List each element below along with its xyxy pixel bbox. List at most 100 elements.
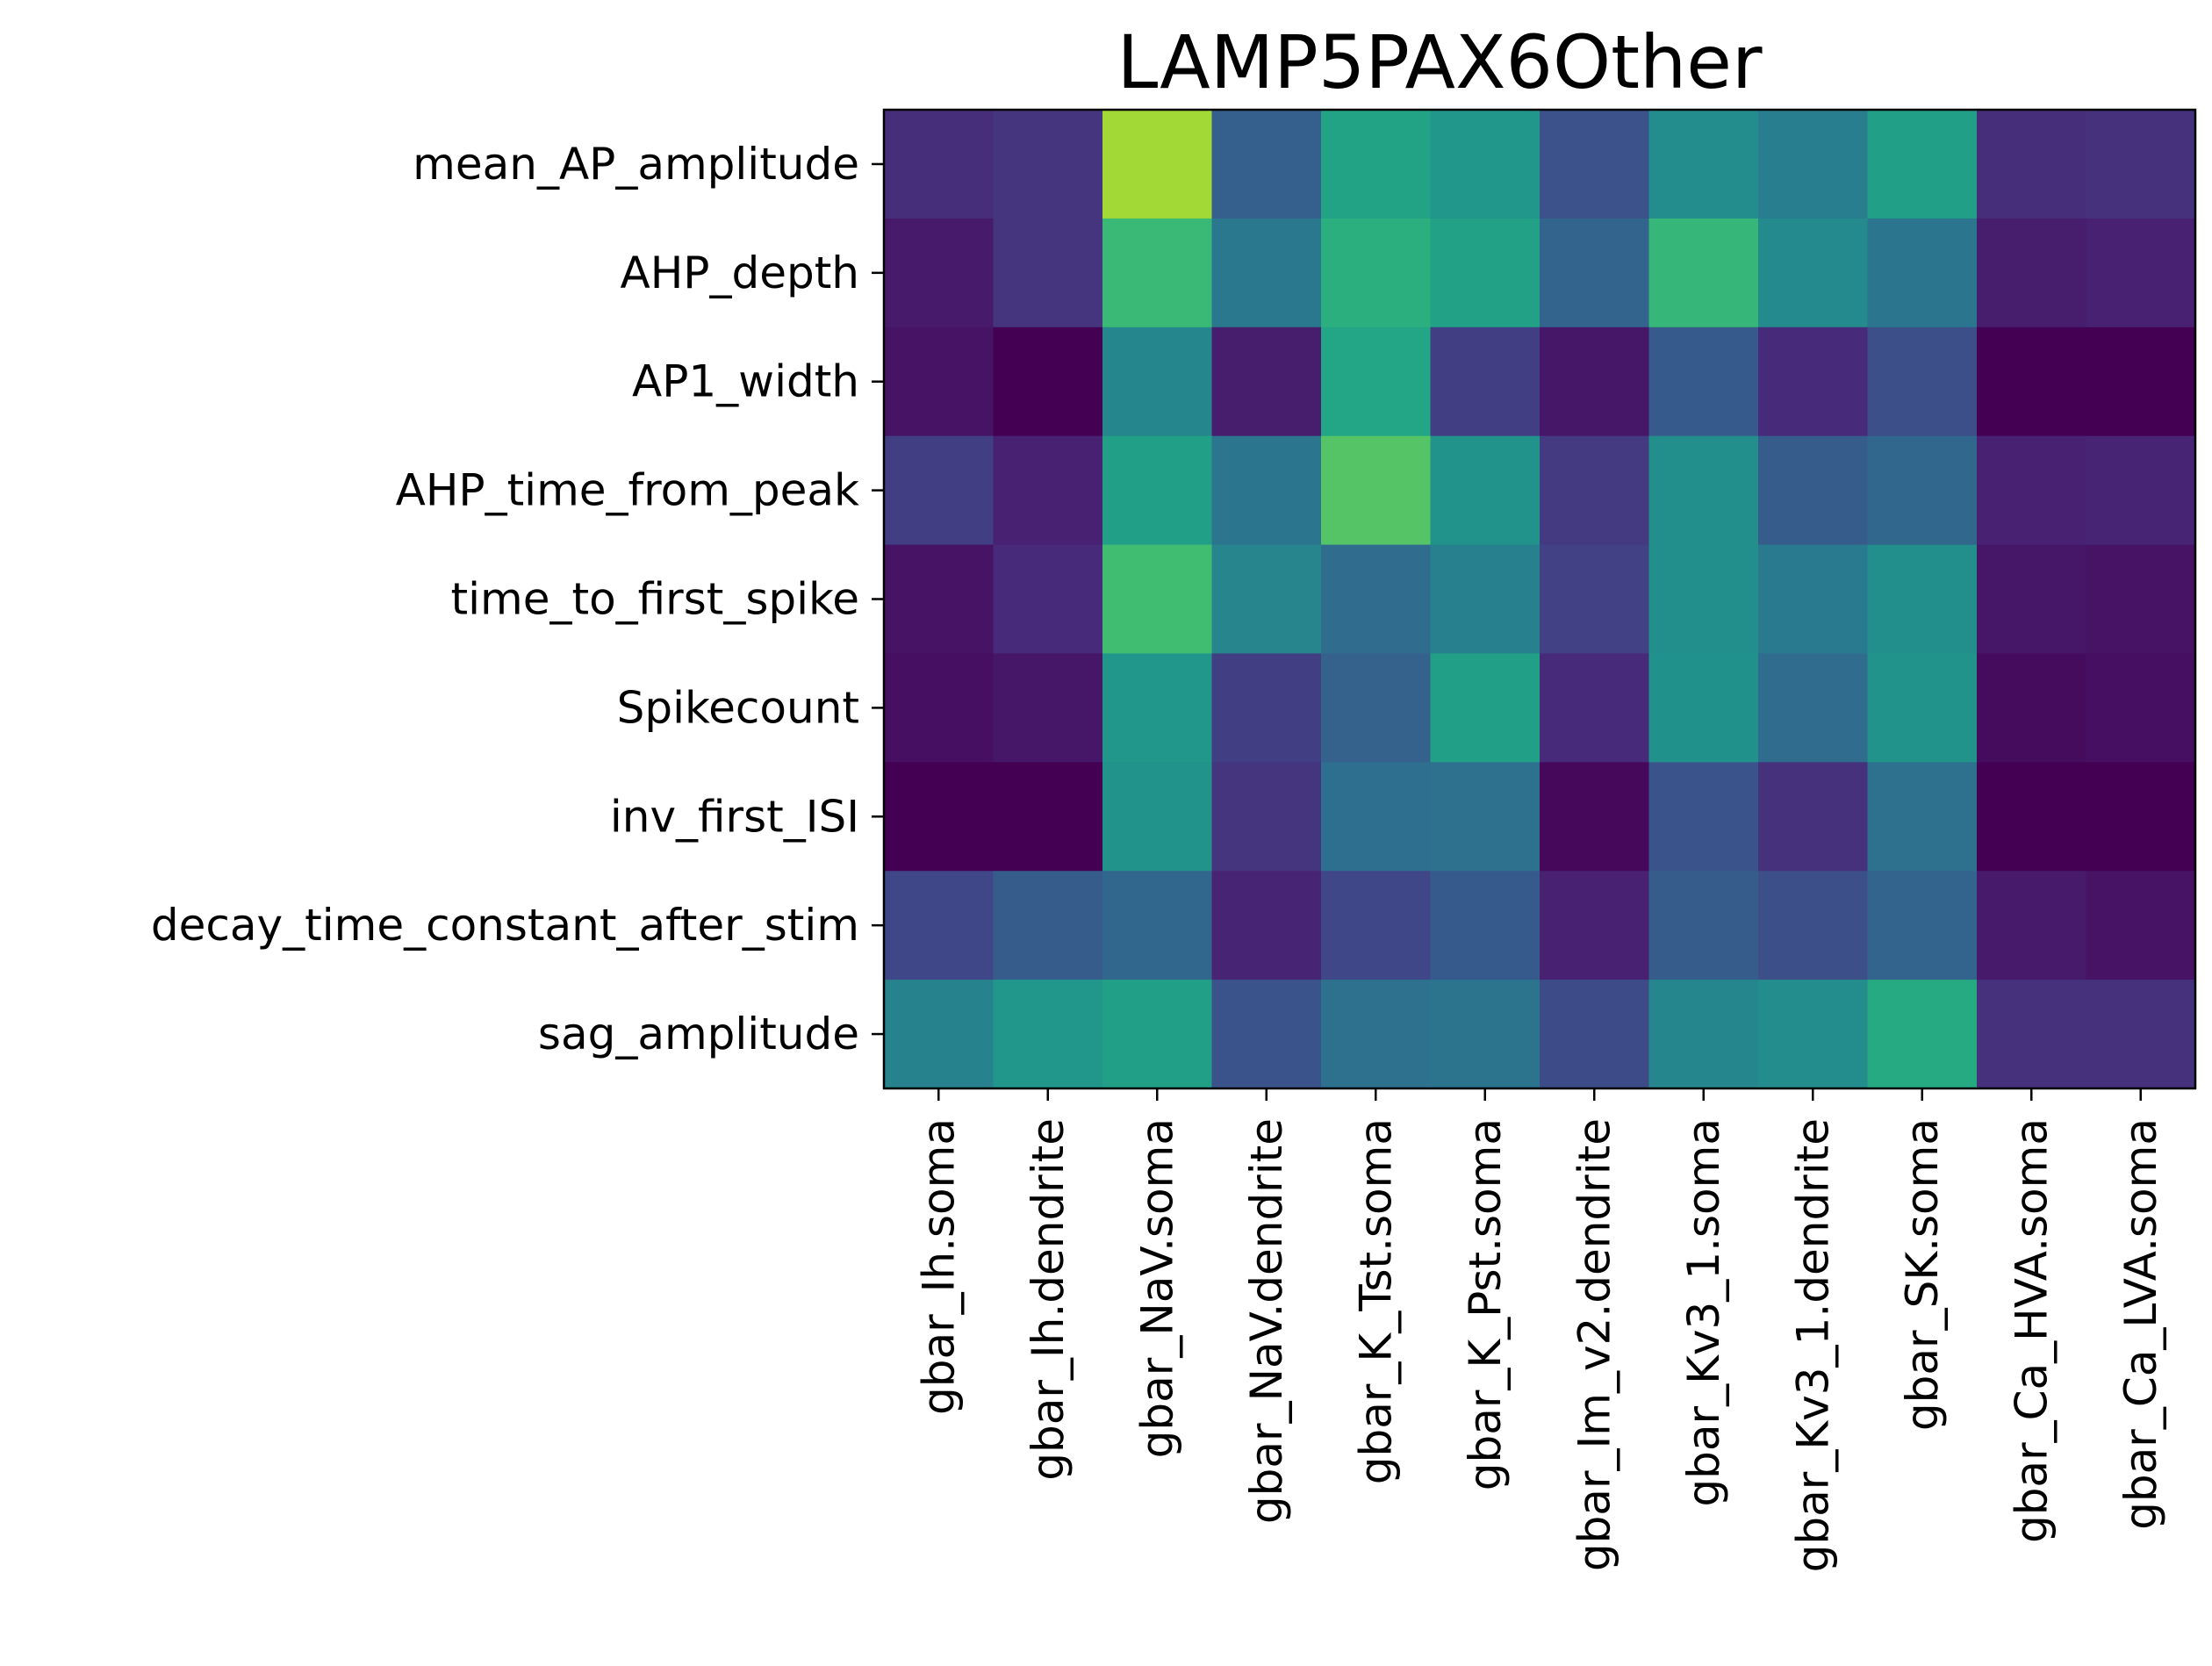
heatmap-cell xyxy=(884,871,995,980)
heatmap-cells xyxy=(884,110,2196,1089)
y-tick-label: sag_amplitude xyxy=(538,1009,859,1059)
x-tick-label: gbar_Ih.dendrite xyxy=(1023,1118,1074,1481)
heatmap-cell xyxy=(993,544,1103,655)
y-tick-label: AHP_depth xyxy=(621,248,860,298)
heatmap-cell xyxy=(993,110,1103,219)
heatmap-cell xyxy=(1977,544,2087,655)
heatmap-cell xyxy=(1102,980,1213,1089)
x-tick-label: gbar_NaV.soma xyxy=(1131,1118,1182,1458)
heatmap-cell xyxy=(1977,871,2087,980)
heatmap-cell xyxy=(2086,762,2196,872)
heatmap-cell xyxy=(1977,218,2087,328)
heatmap-cell xyxy=(1867,110,1978,219)
heatmap-cell xyxy=(1211,653,1322,763)
heatmap-cell xyxy=(1430,653,1540,763)
heatmap-cell xyxy=(1211,544,1322,655)
heatmap-cell xyxy=(1430,762,1540,872)
heatmap-cell xyxy=(1758,435,1869,546)
x-tick-label: gbar_Ca_HVA.soma xyxy=(2006,1118,2057,1543)
heatmap-cell xyxy=(2086,871,2196,980)
heatmap-cell xyxy=(1430,435,1540,546)
y-tick-label: mean_AP_amplitude xyxy=(413,139,859,190)
heatmap-cell xyxy=(1758,544,1869,655)
heatmap-cell xyxy=(1540,980,1650,1089)
heatmap-cell xyxy=(884,327,995,437)
heatmap-cell xyxy=(1540,653,1650,763)
x-tick-label: gbar_Ih.soma xyxy=(913,1118,964,1415)
y-tick-label: time_to_first_spike xyxy=(451,574,859,625)
heatmap-cell xyxy=(1648,327,1759,437)
heatmap-cell xyxy=(1102,871,1213,980)
heatmap-cell xyxy=(1540,762,1650,872)
heatmap-cell xyxy=(993,762,1103,872)
heatmap-cell xyxy=(1540,218,1650,328)
heatmap-cell xyxy=(1758,218,1869,328)
heatmap-cell xyxy=(1540,544,1650,655)
x-tick-label: gbar_Kv3_1.dendrite xyxy=(1787,1118,1838,1572)
heatmap-cell xyxy=(1758,980,1869,1089)
x-tick-label: gbar_Kv3_1.soma xyxy=(1678,1118,1729,1507)
heatmap-cell xyxy=(1211,762,1322,872)
heatmap-cell xyxy=(993,980,1103,1089)
heatmap-cell xyxy=(1758,110,1869,219)
x-tick-label: gbar_Ca_LVA.soma xyxy=(2115,1118,2166,1530)
x-tick-label: gbar_K_Pst.soma xyxy=(1460,1118,1511,1490)
heatmap-cell xyxy=(1648,435,1759,546)
heatmap-cell xyxy=(1867,762,1978,872)
heatmap-cell xyxy=(1430,980,1540,1089)
heatmap-cell xyxy=(993,218,1103,328)
heatmap-cell xyxy=(2086,218,2196,328)
heatmap-cell xyxy=(1540,871,1650,980)
heatmap-cell xyxy=(1102,762,1213,872)
heatmap-cell xyxy=(884,435,995,546)
heatmap-cell xyxy=(1430,110,1540,219)
heatmap-cell xyxy=(1102,327,1213,437)
heatmap-cell xyxy=(1977,327,2087,437)
heatmap-cell xyxy=(1977,762,2087,872)
y-tick-label: AHP_time_from_peak xyxy=(396,465,859,516)
heatmap-cell xyxy=(2086,653,2196,763)
y-tick-label: Spikecount xyxy=(617,682,859,733)
heatmap-cell xyxy=(1321,110,1432,219)
heatmap-cell xyxy=(993,327,1103,437)
y-tick-label: inv_first_ISI xyxy=(610,791,859,842)
heatmap-cell xyxy=(1321,980,1432,1089)
heatmap-cell xyxy=(1102,435,1213,546)
heatmap-cell xyxy=(1102,218,1213,328)
heatmap-cell xyxy=(1540,435,1650,546)
heatmap-cell xyxy=(1321,762,1432,872)
heatmap-cell xyxy=(1758,871,1869,980)
heatmap-cell xyxy=(1102,544,1213,655)
y-axis-ticks: mean_AP_amplitude AHP_depth AP1_width AHP_t… xyxy=(151,139,884,1059)
heatmap-cell xyxy=(1648,110,1759,219)
heatmap-cell xyxy=(993,871,1103,980)
heatmap-cell xyxy=(1540,110,1650,219)
heatmap-cell xyxy=(1867,980,1978,1089)
heatmap-cell xyxy=(1321,327,1432,437)
x-axis-ticks: gbar_Ih.soma gbar_Ih.dendrite gbar_NaV.som… xyxy=(913,1088,2166,1572)
heatmap-cell xyxy=(1867,871,1978,980)
x-tick-label: gbar_Im_v2.dendrite xyxy=(1569,1118,1620,1571)
heatmap-cell xyxy=(1321,218,1432,328)
heatmap-cell xyxy=(1867,218,1978,328)
heatmap-cell xyxy=(1648,762,1759,872)
heatmap-cell xyxy=(1102,653,1213,763)
heatmap-cell xyxy=(1211,871,1322,980)
heatmap-cell xyxy=(2086,435,2196,546)
x-tick-label: gbar_NaV.dendrite xyxy=(1241,1118,1292,1524)
heatmap-cell xyxy=(1211,435,1322,546)
heatmap-cell xyxy=(1211,980,1322,1089)
x-tick-label: gbar_SK.soma xyxy=(1897,1118,1948,1431)
heatmap-cell xyxy=(1758,762,1869,872)
heatmap-cell xyxy=(884,110,995,219)
heatmap-cell xyxy=(993,653,1103,763)
heatmap-cell xyxy=(1648,980,1759,1089)
heatmap-cell xyxy=(1977,110,2087,219)
heatmap-cell xyxy=(1867,435,1978,546)
heatmap-cell xyxy=(1211,218,1322,328)
heatmap-cell xyxy=(1977,980,2087,1089)
y-tick-label: AP1_width xyxy=(632,356,859,407)
heatmap-cell xyxy=(2086,980,2196,1089)
heatmap-cell xyxy=(2086,327,2196,437)
